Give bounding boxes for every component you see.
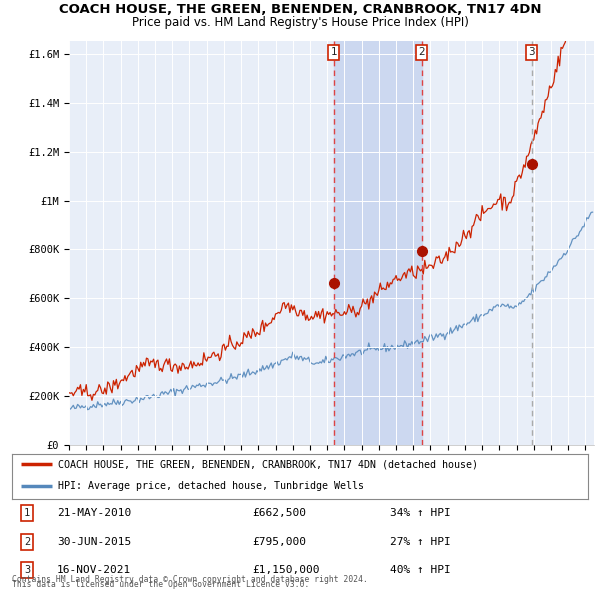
Text: 30-JUN-2015: 30-JUN-2015 [57,537,131,546]
Text: £662,500: £662,500 [252,509,306,518]
Text: COACH HOUSE, THE GREEN, BENENDEN, CRANBROOK, TN17 4DN: COACH HOUSE, THE GREEN, BENENDEN, CRANBR… [59,3,541,16]
Text: 21-MAY-2010: 21-MAY-2010 [57,509,131,518]
Text: 27% ↑ HPI: 27% ↑ HPI [390,537,451,546]
Text: 3: 3 [24,565,30,575]
Text: 1: 1 [331,47,337,57]
Text: £1,150,000: £1,150,000 [252,565,320,575]
Text: 16-NOV-2021: 16-NOV-2021 [57,565,131,575]
Text: Price paid vs. HM Land Registry's House Price Index (HPI): Price paid vs. HM Land Registry's House … [131,16,469,29]
Text: COACH HOUSE, THE GREEN, BENENDEN, CRANBROOK, TN17 4DN (detached house): COACH HOUSE, THE GREEN, BENENDEN, CRANBR… [58,459,478,469]
Text: 1: 1 [24,509,30,518]
Bar [334,41,422,445]
Text: HPI: Average price, detached house, Tunbridge Wells: HPI: Average price, detached house, Tunb… [58,481,364,491]
Text: 3: 3 [529,47,535,57]
Text: Contains HM Land Registry data © Crown copyright and database right 2024.: Contains HM Land Registry data © Crown c… [12,575,368,584]
Text: This data is licensed under the Open Government Licence v3.0.: This data is licensed under the Open Gov… [12,581,310,589]
Text: £795,000: £795,000 [252,537,306,546]
Text: 2: 2 [418,47,425,57]
Text: 34% ↑ HPI: 34% ↑ HPI [390,509,451,518]
Text: 2: 2 [24,537,30,546]
Text: 40% ↑ HPI: 40% ↑ HPI [390,565,451,575]
